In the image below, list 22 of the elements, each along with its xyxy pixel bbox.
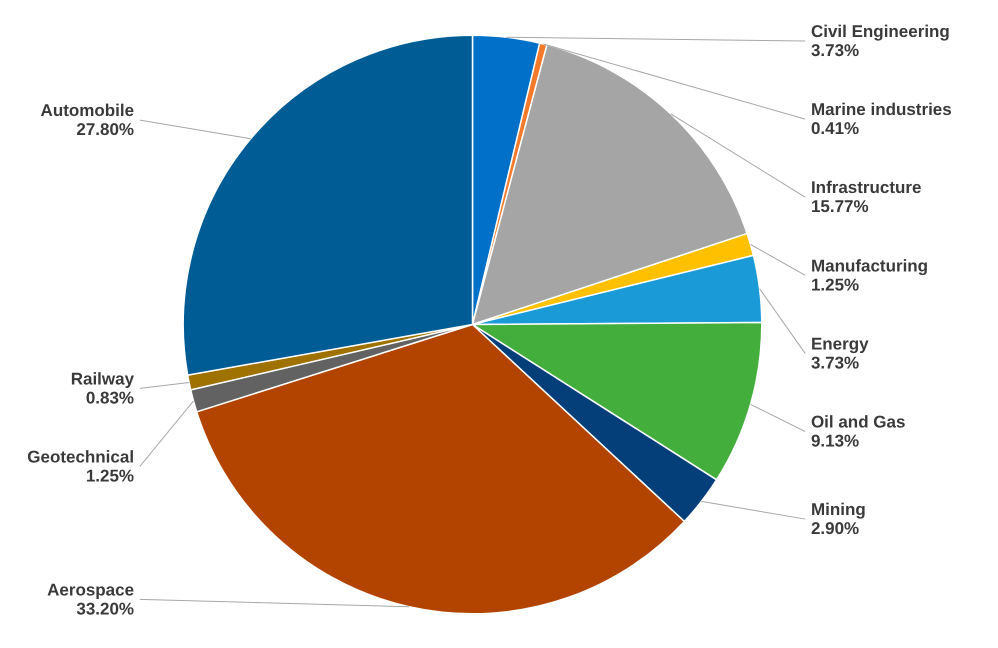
slice-label: Mining (810, 500, 866, 520)
data-label: 27.80% (76, 120, 134, 140)
data-label: 3.73% (810, 41, 860, 60)
data-label: 0.41% (810, 119, 860, 138)
data-label: 3.73% (810, 353, 860, 372)
slice-label: Aerospace (47, 580, 134, 600)
slice-label: Infrastructure (810, 178, 922, 198)
data-label: 33.20% (76, 599, 134, 618)
data-label: 2.90% (810, 519, 860, 538)
slice-label: Geotechnical (27, 447, 134, 466)
slice-label: Energy (810, 334, 870, 354)
slice-label: Marine industries (810, 100, 952, 120)
data-label: 0.83% (86, 388, 134, 408)
slice-label: Manufacturing (810, 256, 928, 276)
slice-label: Railway (70, 369, 135, 388)
data-label: 1.25% (86, 466, 134, 486)
data-label: 1.25% (810, 275, 860, 294)
slice-label: Civil Engineering (810, 22, 950, 41)
slice-label: Oil and Gas (810, 412, 906, 432)
data-label: 9.13% (810, 432, 860, 451)
data-label: 15.77% (810, 197, 869, 216)
slice-label: Automobile (40, 101, 134, 120)
